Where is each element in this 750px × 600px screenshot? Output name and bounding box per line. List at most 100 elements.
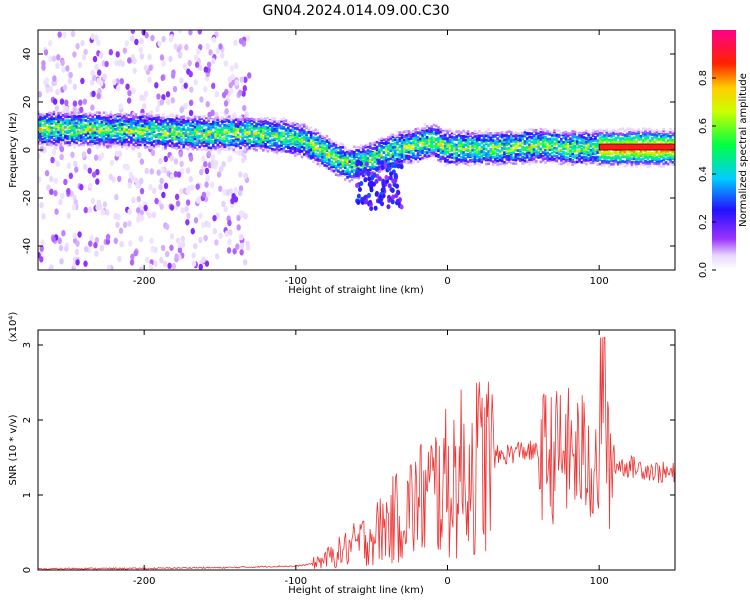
heatmap-cell [316,131,320,135]
heatmap-cell [159,136,163,139]
heatmap-cell [52,112,56,116]
heatmap-cell [644,161,647,165]
heatmap-cell [519,132,522,135]
heatmap-cell [70,143,74,147]
heatmap-cell [50,144,54,147]
heatmap-cell [387,160,390,164]
heatmap-cell [400,144,404,148]
heatmap-cell [475,142,479,146]
heatmap-cell [530,147,534,151]
heatmap-cell [375,145,379,149]
heatmap-cell [657,160,661,163]
heatmap-cell [332,165,336,169]
heatmap-cell [171,132,174,136]
heatmap-cell [70,114,74,118]
heatmap-cell [582,136,586,139]
heatmap-cell [512,162,515,165]
heatmap-cell [510,138,513,142]
heatmap-cell [400,141,404,145]
heatmap-cell [198,236,203,244]
heatmap-cell [475,158,479,162]
heatmap-cell [66,137,69,140]
heatmap-cell [407,145,411,148]
heatmap-cell [328,146,331,149]
heatmap-cell [143,128,147,132]
heatmap-cell [494,143,497,146]
heatmap-cell [503,155,506,159]
heatmap-cell [391,142,395,146]
heatmap-cell [95,136,99,139]
heatmap-cell [601,138,604,141]
heatmap-cell [184,142,188,146]
heatmap-cell [419,131,422,135]
heatmap-cell [341,143,345,147]
heatmap-cell [82,136,85,139]
heatmap-cell [669,139,672,143]
heatmap-cell [186,122,190,126]
heatmap-cell [284,122,288,126]
heatmap-cell [205,148,208,151]
heatmap-cell [307,136,311,140]
heatmap-cell [578,144,581,148]
heatmap-cell [528,143,531,147]
heatmap-cell [537,153,540,157]
heatmap-cell [473,148,477,152]
heatmap-cell [514,146,518,150]
heatmap-cell [448,144,452,147]
heatmap-cell [102,120,106,123]
heatmap-cell [152,134,156,138]
heatmap-cell [227,115,231,118]
heatmap-cell [159,54,165,61]
heatmap-cell [239,129,242,132]
heatmap-cell [271,149,274,152]
heatmap-cell [323,149,327,152]
heatmap-cell [162,260,168,268]
heatmap-cell [41,144,44,147]
heatmap-cell [409,160,413,164]
heatmap-cell [164,125,167,128]
heatmap-cell [621,160,625,163]
heatmap-cell [49,188,54,196]
heatmap-cell [314,152,317,156]
heatmap-cell [62,31,67,39]
heatmap-cell [416,153,420,157]
heatmap-cell [364,157,367,161]
heatmap-cell [164,120,167,124]
heatmap-cell [93,125,97,129]
heatmap-cell [630,131,634,135]
heatmap-cell [71,203,77,211]
heatmap-cell [439,137,443,140]
heatmap-cell [180,241,186,248]
heatmap-cell [398,137,402,141]
heatmap-cell [175,145,179,149]
heatmap-cell [39,138,42,142]
heatmap-cell [666,142,670,145]
heatmap-cell [425,142,429,145]
heatmap-cell [587,135,590,138]
heatmap-cell [651,162,654,166]
heatmap-cell [80,39,85,47]
heatmap-cell [539,136,543,140]
heatmap-cell [296,145,299,149]
heatmap-cell [298,140,302,144]
heatmap-cell [532,139,536,143]
heatmap-cell [102,123,106,127]
heatmap-cell [189,128,192,131]
heatmap-cell [189,184,195,191]
heatmap-cell [459,158,463,162]
heatmap-cell [246,139,249,142]
heatmap-cell [150,117,154,121]
heatmap-cell [127,120,131,123]
heatmap-cell [118,118,122,122]
heatmap-cell [177,241,182,248]
heatmap-cell [569,132,572,135]
heatmap-cell [98,142,101,145]
heatmap-cell [296,152,299,156]
heatmap-cell [91,118,94,121]
heatmap-cell [105,126,108,129]
heatmap-cell [494,139,497,143]
heatmap-cell [503,161,506,164]
heatmap-cell [44,169,50,177]
heatmap-cell [211,82,216,90]
heatmap-cell [328,158,331,162]
